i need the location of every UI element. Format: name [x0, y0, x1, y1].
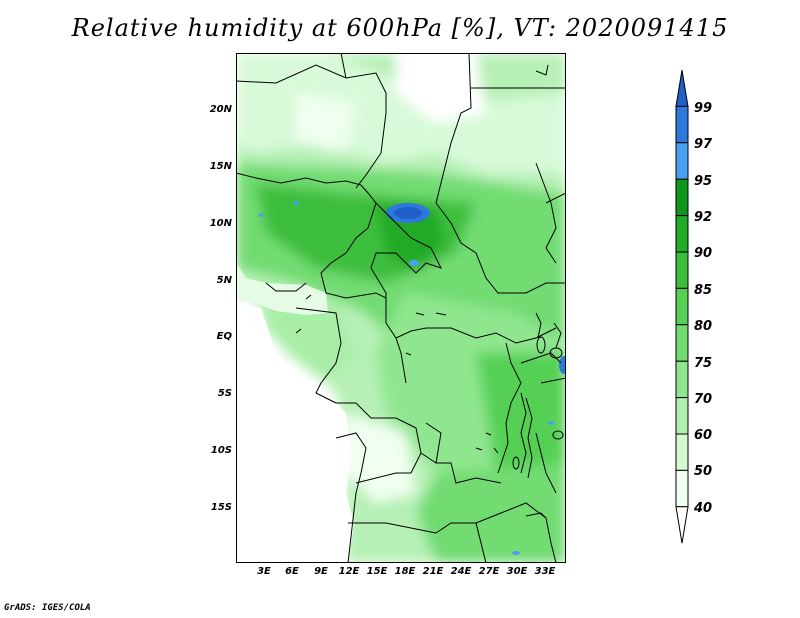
colorbar-label-40: 40	[694, 501, 713, 516]
lon-label-24e: 24E	[450, 566, 472, 577]
colorbar-label-85: 85	[694, 283, 713, 298]
lon-label-21e: 21E	[422, 566, 444, 577]
lon-label-12e: 12E	[338, 566, 360, 577]
colorbar-label-92: 92	[694, 210, 713, 225]
colorbar-segment	[675, 397, 689, 435]
colorbar-segment	[675, 360, 689, 399]
lat-label-eq: EQ	[216, 331, 232, 342]
lon-label-15e: 15E	[366, 566, 388, 577]
lon-label-18e: 18E	[394, 566, 416, 577]
grads-credit: GrADS: IGES/COLA	[4, 603, 91, 613]
colorbar-label-95: 95	[694, 174, 713, 189]
colorbar-label-60: 60	[694, 428, 713, 443]
colorbar-label-50: 50	[694, 464, 713, 479]
colorbar	[675, 70, 689, 544]
lat-label-20n: 20N	[209, 104, 232, 115]
lat-label-15s: 15S	[210, 502, 232, 513]
lat-label-10n: 10N	[209, 218, 232, 229]
colorbar-segment	[675, 324, 689, 362]
colorbar-segment	[675, 469, 689, 508]
colorbar-label-99: 99	[694, 101, 713, 116]
lat-label-5s: 5S	[217, 388, 232, 399]
colorbar-label-97: 97	[694, 137, 713, 152]
colorbar-segment	[675, 105, 689, 144]
humidity-map	[236, 53, 566, 563]
lat-label-15n: 15N	[209, 161, 232, 172]
lat-label-10s: 10S	[210, 445, 232, 456]
colorbar-segment	[675, 506, 689, 544]
lakes	[295, 64, 564, 519]
colorbar-segment	[675, 251, 689, 289]
colorbar-segment	[675, 287, 689, 326]
colorbar-segment	[675, 178, 689, 217]
colorbar-label-70: 70	[694, 392, 713, 407]
lon-label-6e: 6E	[285, 566, 299, 577]
colorbar-label-80: 80	[694, 319, 713, 334]
humidity-field	[236, 53, 566, 563]
colorbar-segment	[675, 70, 689, 107]
colorbar-segment	[675, 433, 689, 471]
lon-label-27e: 27E	[478, 566, 500, 577]
country-borders	[236, 53, 566, 563]
map-frame	[236, 53, 566, 563]
lat-label-5n: 5N	[216, 275, 232, 286]
colorbar-segment	[675, 142, 689, 180]
atlantic-ocean	[236, 303, 354, 563]
chart-title: Relative humidity at 600hPa [%], VT: 202…	[71, 14, 729, 42]
lon-label-30e: 30E	[506, 566, 528, 577]
lon-label-3e: 3E	[257, 566, 271, 577]
colorbar-segment	[675, 215, 689, 253]
lon-label-33e: 33E	[534, 566, 556, 577]
colorbar-label-90: 90	[694, 246, 713, 261]
colorbar-label-75: 75	[694, 356, 713, 371]
lon-label-9e: 9E	[314, 566, 328, 577]
